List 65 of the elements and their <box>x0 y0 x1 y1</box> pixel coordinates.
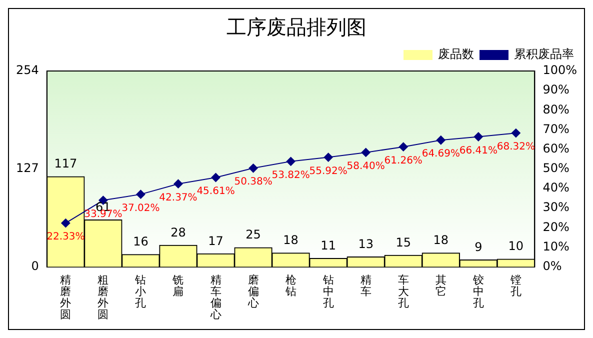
data-label: 10 <box>508 239 524 254</box>
data-label: 15 <box>396 235 412 250</box>
data-label: 45.61% <box>196 186 235 198</box>
legend-label: 累积废品率 <box>514 47 574 62</box>
x-tick-label: 精磨外圆 <box>60 273 72 322</box>
x-tick-label: 粗磨外圆 <box>98 273 109 322</box>
y2-tick-label: 50% <box>542 161 570 176</box>
point <box>324 152 333 162</box>
x-tick-label: 铰中孔 <box>472 273 484 310</box>
data-label: 18 <box>433 233 449 248</box>
point <box>436 136 446 145</box>
point <box>286 156 296 166</box>
data-label: 55.92% <box>309 166 348 177</box>
data-label: 18 <box>283 233 298 248</box>
data-label: 64.69% <box>422 148 460 160</box>
y2-tick-label: 100% <box>542 63 578 78</box>
data-label: 58.40% <box>346 161 385 172</box>
data-label: 117 <box>54 156 78 171</box>
x-tick-label: 精车偏心 <box>209 273 222 322</box>
x-tick-label: 车大孔 <box>398 273 409 310</box>
x-tick-label: 铣扁 <box>172 273 184 298</box>
point <box>361 148 370 157</box>
data-label: 61.26% <box>384 155 422 166</box>
data-label: 37.02% <box>122 202 160 214</box>
data-label: 42.37% <box>159 192 198 204</box>
point <box>398 142 408 152</box>
y2-tick-label: 80% <box>542 102 570 116</box>
data-label: 28 <box>170 225 186 240</box>
y2-tick-label: 0% <box>542 258 562 273</box>
x-tick-label: 枪钻 <box>284 273 296 298</box>
data-label: 11 <box>320 238 336 252</box>
data-label: 17 <box>208 234 224 248</box>
data-label: 25 <box>246 228 261 242</box>
point <box>248 164 258 173</box>
x-tick-label: 精车 <box>360 273 372 298</box>
point <box>211 172 220 182</box>
y2-tick-label: 20% <box>542 220 570 234</box>
y-tick-label: 254 <box>16 63 39 78</box>
x-tick-label: 镗孔 <box>509 273 522 298</box>
y2-tick-label: 70% <box>542 122 570 136</box>
y-tick-label: 0 <box>31 258 39 273</box>
chart-title: 工序废品排列图 <box>226 15 366 40</box>
y2-tick-label: 60% <box>542 141 570 156</box>
legend-label: 废品数 <box>438 47 474 62</box>
data-label: 16 <box>133 234 148 249</box>
data-label: 53.82% <box>272 170 310 182</box>
point <box>474 132 483 142</box>
x-tick-label: 其它 <box>435 273 446 298</box>
point <box>511 128 520 138</box>
y2-tick-label: 90% <box>542 82 570 97</box>
y-tick-label: 127 <box>16 161 39 176</box>
data-label: 9 <box>474 240 482 254</box>
x-tick-label: 钻中孔 <box>322 273 334 310</box>
x-tick-label: 钻小孔 <box>134 273 146 310</box>
y2-tick-label: 10% <box>542 239 570 254</box>
x-tick-label: 磨偏心 <box>246 273 259 310</box>
y2-tick-label: 30% <box>542 200 570 214</box>
y2-tick-label: 40% <box>542 180 570 195</box>
data-label: 66.41% <box>459 145 498 156</box>
point <box>136 190 146 199</box>
data-label: 33.97% <box>84 208 122 220</box>
point <box>174 179 183 188</box>
data-label: 13 <box>358 236 374 251</box>
data-label: 50.38% <box>234 176 272 188</box>
point <box>61 218 70 228</box>
